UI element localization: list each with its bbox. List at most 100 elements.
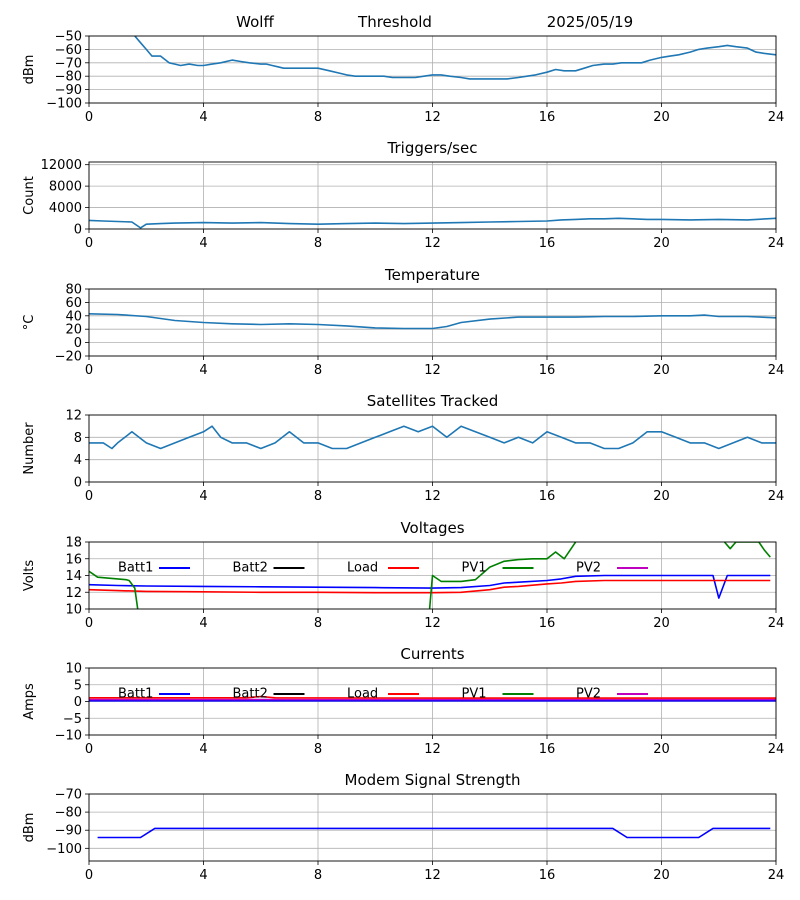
x-tick-label: 0 — [85, 489, 93, 504]
chart-title: Modem Signal Strength — [345, 771, 521, 789]
x-tick-label: 16 — [539, 489, 556, 504]
x-tick-label: 12 — [424, 616, 441, 631]
legend: Batt1 Batt2 Load PV1 PV2 — [118, 561, 648, 576]
y-tick-label: 14 — [65, 569, 82, 584]
x-tick-label: 24 — [768, 868, 785, 883]
series-line-threshold — [134, 36, 776, 80]
x-tick-label: 0 — [85, 616, 93, 631]
x-tick-label: 20 — [653, 742, 670, 757]
legend-label: PV1 — [462, 561, 487, 576]
y-tick-label: 16 — [65, 552, 82, 567]
x-tick-label: 12 — [424, 742, 441, 757]
panel-triggers: 0 4 8 12 16 20 24 0 4000 8000 12000 Triggers/sec Cou… — [22, 139, 784, 251]
x-tick-label: 12 — [424, 110, 441, 125]
y-tick-label: −5 — [63, 712, 82, 727]
y-axis-label: °C — [22, 315, 37, 331]
y-tick-label: −90 — [55, 824, 82, 839]
chart-title: Voltages — [400, 519, 464, 537]
x-tick-label: 4 — [199, 868, 207, 883]
y-tick-label: 0 — [74, 695, 82, 710]
grid — [88, 35, 777, 104]
y-tick-label: 0 — [74, 476, 82, 491]
y-tick-label: −80 — [55, 70, 82, 85]
legend-label: Load — [347, 561, 378, 576]
x-tick-label: 0 — [85, 236, 93, 251]
x-tick-label: 12 — [424, 236, 441, 251]
y-tick-label: −100 — [46, 97, 82, 112]
x-tick-label: 0 — [85, 363, 93, 378]
legend-label: Batt2 — [233, 687, 268, 702]
chart-title: Satellites Tracked — [367, 392, 498, 410]
series-line-triggers — [89, 217, 776, 229]
series-group — [89, 695, 776, 702]
y-axis-label: dBm — [22, 55, 37, 85]
x-tick-label: 16 — [539, 616, 556, 631]
chart-title: Currents — [400, 645, 464, 663]
chart-title: Triggers/sec — [387, 139, 478, 157]
header-metric: Threshold — [357, 13, 432, 31]
series-line-temperature — [89, 313, 776, 330]
x-tick-label: 24 — [768, 236, 785, 251]
x-tick-label: 8 — [314, 236, 322, 251]
y-tick-label: −10 — [55, 729, 82, 744]
legend: Batt1 Batt2 Load PV1 PV2 — [118, 687, 648, 702]
series-group — [89, 217, 776, 229]
y-tick-label: −90 — [55, 83, 82, 98]
series-line-pv1 — [428, 542, 577, 609]
y-axis-label: Amps — [22, 683, 37, 720]
x-tick-label: 8 — [314, 616, 322, 631]
series-line-batt1 — [89, 574, 771, 599]
series-line-load — [89, 695, 776, 699]
y-tick-label: −50 — [55, 30, 82, 45]
y-tick-label: 5 — [74, 678, 82, 693]
x-tick-label: 0 — [85, 110, 93, 125]
chart-title: Temperature — [384, 266, 480, 284]
panel-modem: 0 4 8 12 16 20 24 −100 −90 −80 −70 Modem Signal Str… — [22, 771, 784, 883]
y-tick-label: −60 — [55, 43, 82, 58]
x-tick-label: 20 — [653, 110, 670, 125]
y-tick-label: −20 — [55, 350, 82, 365]
x-tick-label: 16 — [539, 742, 556, 757]
y-tick-label: 18 — [65, 536, 82, 551]
x-tick-label: 20 — [653, 236, 670, 251]
x-tick-label: 20 — [653, 616, 670, 631]
x-tick-label: 16 — [539, 868, 556, 883]
x-tick-label: 8 — [314, 110, 322, 125]
y-axis-label: Number — [22, 422, 37, 475]
y-tick-label: −80 — [55, 806, 82, 821]
x-tick-label: 8 — [314, 489, 322, 504]
y-tick-label: 40 — [65, 309, 82, 324]
x-tick-label: 12 — [424, 489, 441, 504]
y-tick-label: 8 — [74, 431, 82, 446]
y-axis-label: Count — [22, 176, 37, 215]
header-date: 2025/05/19 — [547, 13, 633, 31]
x-tick-label: 16 — [539, 363, 556, 378]
x-tick-label: 8 — [314, 868, 322, 883]
y-tick-label: 4000 — [49, 201, 82, 216]
series-group — [89, 542, 771, 609]
x-tick-label: 24 — [768, 489, 785, 504]
panel-satellites: 0 4 8 12 16 20 24 0 4 8 12 Satellites Tracked Number — [22, 392, 784, 504]
x-tick-label: 8 — [314, 363, 322, 378]
x-tick-label: 12 — [424, 363, 441, 378]
y-tick-label: 8000 — [49, 180, 82, 195]
series-line-satellites — [89, 425, 776, 450]
x-tick-label: 0 — [85, 742, 93, 757]
legend-label: Batt2 — [233, 561, 268, 576]
y-tick-label: −70 — [55, 788, 82, 803]
y-tick-label: 80 — [65, 283, 82, 298]
legend-label: PV2 — [576, 561, 601, 576]
y-tick-label: 10 — [65, 603, 82, 618]
y-tick-label: 12000 — [41, 158, 82, 173]
legend-label: PV2 — [576, 687, 601, 702]
y-tick-label: −100 — [46, 842, 82, 857]
y-tick-label: 60 — [65, 296, 82, 311]
legend-label: PV1 — [462, 687, 487, 702]
x-tick-label: 4 — [199, 236, 207, 251]
grid — [88, 414, 777, 483]
series-line-load — [89, 579, 771, 594]
x-tick-label: 24 — [768, 742, 785, 757]
